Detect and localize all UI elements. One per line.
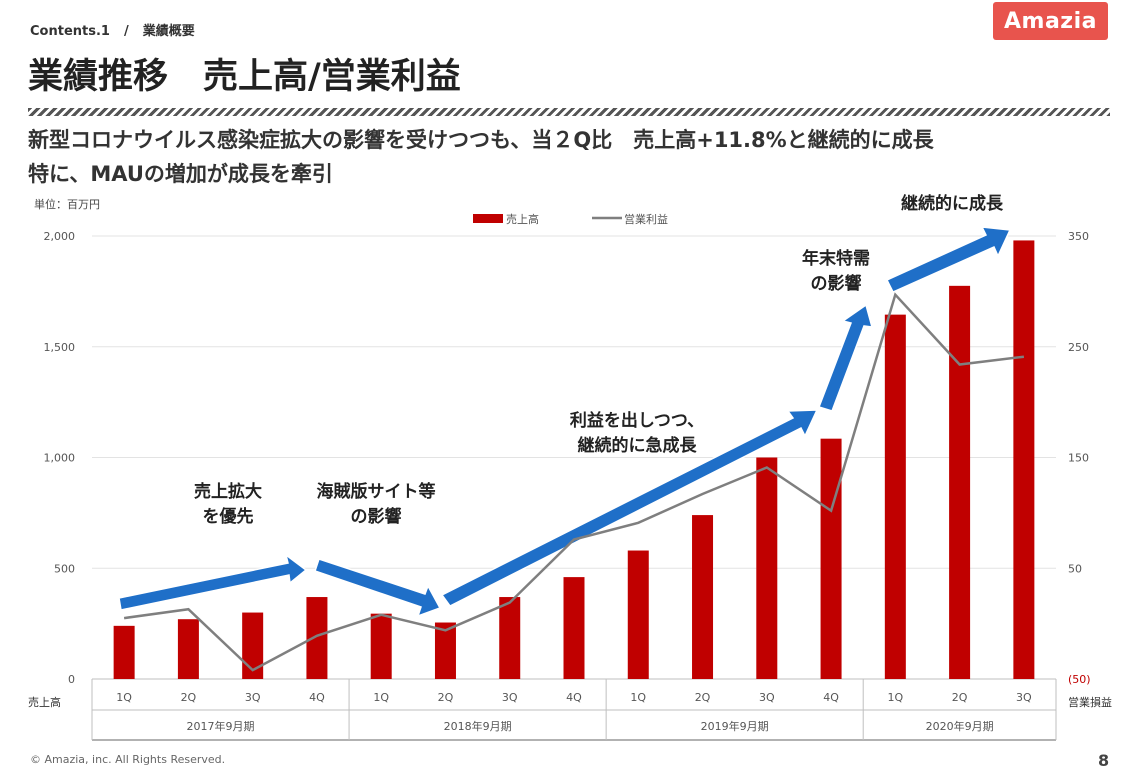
callout-piracy-impact-line2: の影響 [350, 507, 402, 527]
trend-arrow-5 [885, 226, 1012, 293]
revenue-bar [563, 577, 585, 679]
quarter-tick-label: 1Q [887, 691, 903, 704]
revenue-bar [242, 612, 264, 679]
quarter-tick-label: 3Q [502, 691, 518, 704]
revenue-bar [884, 314, 906, 679]
revenue-bar [756, 457, 778, 679]
left-tick-label: 1,000 [44, 452, 76, 465]
legend-label-profit: 営業利益 [624, 212, 668, 226]
legend: 売上高 営業利益 [473, 212, 668, 226]
left-tick-label: 500 [54, 562, 75, 575]
revenue-bar [820, 438, 842, 679]
callout-piracy-impact: 海賊版サイト等 の影響 [296, 480, 456, 530]
operating-profit-line [123, 292, 1025, 672]
left-tick-label: 1,500 [44, 341, 76, 354]
callout-year-end-demand: 年末特需 の影響 [776, 247, 896, 297]
revenue-bar [692, 515, 714, 679]
right-tick-label: 50 [1068, 562, 1082, 575]
callout-year-end-demand-line2: の影響 [810, 274, 862, 294]
revenue-bar [1013, 240, 1035, 679]
fiscal-year-label: 2018年9月期 [444, 719, 512, 733]
right-tick-label: 150 [1068, 452, 1089, 465]
breadcrumb: Contents.1 / 業績概要 [30, 20, 195, 39]
callout-revenue-expansion-line1: 売上拡大 [194, 482, 262, 502]
subtitle-line-2: 特に、MAUの増加が成長を牽引 [28, 162, 333, 186]
callout-profitable-growth-line2: 継続的に急成長 [577, 436, 697, 456]
left-tick-label: 2,000 [44, 230, 76, 243]
fiscal-year-label: 2017年9月期 [187, 719, 255, 733]
trend-arrow-4 [818, 303, 874, 412]
revenue-bar [113, 625, 135, 679]
right-tick-label: 350 [1068, 230, 1089, 243]
callout-continued-growth-line1: 継続的に成長 [901, 194, 1003, 214]
quarter-tick-label: 2Q [181, 691, 197, 704]
callout-year-end-demand-line1: 年末特需 [802, 249, 870, 269]
trend-arrow-2 [314, 558, 442, 618]
quarter-tick-label: 1Q [630, 691, 646, 704]
quarter-tick-label: 1Q [116, 691, 132, 704]
callout-revenue-expansion-line2: を優先 [202, 507, 254, 527]
breadcrumb-separator: / [123, 24, 129, 39]
quarter-tick-label: 2Q [952, 691, 968, 704]
breadcrumb-section-title: 業績概要 [142, 24, 195, 39]
trend-arrow-1 [118, 553, 308, 611]
hatched-divider [28, 108, 1110, 116]
copyright: © Amazia, inc. All Rights Reserved. [30, 753, 226, 766]
callout-profitable-growth: 利益を出しつつ、 継続的に急成長 [552, 409, 722, 459]
fiscal-year-label: 2019年9月期 [701, 719, 769, 733]
revenue-bar [306, 597, 328, 679]
revenue-bars [113, 240, 1035, 679]
revenue-bar [949, 285, 971, 679]
revenue-bar [370, 613, 392, 679]
revenue-bar [434, 622, 456, 679]
page-number: 8 [1098, 751, 1110, 770]
revenue-bar [499, 597, 521, 679]
quarter-tick-label: 4Q [823, 691, 839, 704]
amazia-logo: Amazia [993, 2, 1108, 40]
callout-profitable-growth-line1: 利益を出しつつ、 [569, 411, 705, 431]
subtitle-line-1: 新型コロナウイルス感染症拡大の影響を受けつつも、当２Q比 売上高+11.8%と継… [28, 128, 934, 152]
revenue-bar [627, 550, 649, 679]
right-axis-title: 営業損益 [1068, 695, 1112, 709]
right-tick-label: 250 [1068, 341, 1089, 354]
trend-arrows [118, 226, 1012, 618]
quarter-tick-label: 4Q [566, 691, 582, 704]
right-tick-label: (50) [1068, 673, 1091, 686]
quarter-tick-label: 2Q [695, 691, 711, 704]
breadcrumb-section: Contents.1 [30, 24, 110, 39]
quarter-tick-label: 3Q [245, 691, 261, 704]
unit-label: 単位：百万円 [34, 198, 100, 211]
trend-arrow-3 [440, 409, 819, 607]
quarter-tick-label: 4Q [309, 691, 325, 704]
page-title: 業績推移 売上高/営業利益 [28, 57, 461, 97]
revenue-bar [177, 619, 199, 679]
left-tick-label: 0 [68, 673, 75, 686]
quarter-tick-label: 3Q [1016, 691, 1032, 704]
quarter-tick-label: 3Q [759, 691, 775, 704]
callout-piracy-impact-line1: 海賊版サイト等 [316, 482, 436, 502]
legend-swatch-revenue [473, 214, 503, 223]
fiscal-year-label: 2020年9月期 [926, 719, 994, 733]
callout-revenue-expansion: 売上拡大 を優先 [153, 480, 303, 530]
left-axis-title: 売上高 [28, 695, 61, 709]
quarter-tick-label: 1Q [373, 691, 389, 704]
quarter-tick-label: 2Q [438, 691, 454, 704]
legend-label-revenue: 売上高 [506, 212, 539, 226]
callout-continued-growth: 継続的に成長 [882, 192, 1022, 217]
axes: 0 (50) 500 50 1,000 150 1,500 250 2,000 350 2017年9… [44, 230, 1091, 741]
